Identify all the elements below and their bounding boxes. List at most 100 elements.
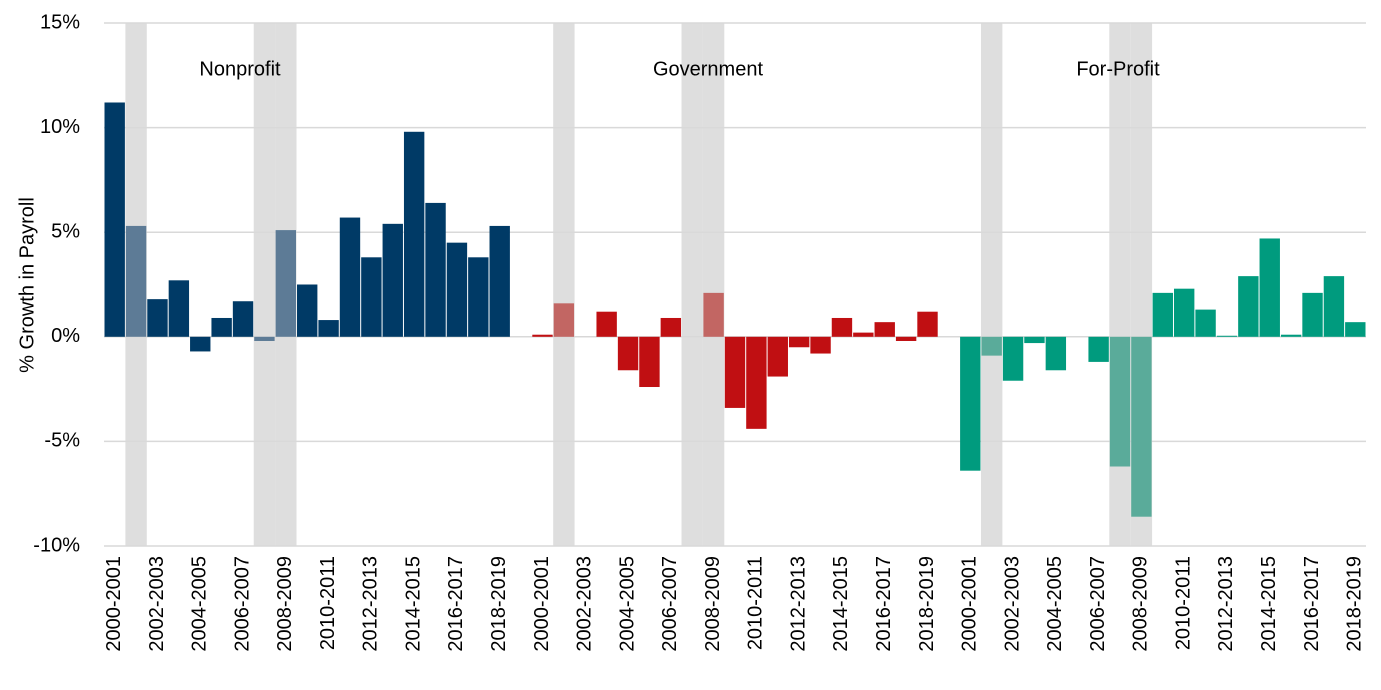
x-tick-label: 2014-2015 [1258, 556, 1280, 652]
y-tick-label: 0% [51, 325, 80, 347]
bar [810, 337, 830, 354]
x-tick-label: 2002-2003 [1001, 556, 1023, 652]
y-tick-label: -5% [44, 430, 80, 452]
bar [340, 218, 360, 337]
x-tick-label: 2000-2001 [959, 556, 981, 652]
bar [1281, 335, 1301, 337]
bar [1217, 336, 1237, 337]
bar [768, 337, 788, 377]
x-tick-label: 2018-2019 [1344, 556, 1366, 652]
bar [276, 230, 296, 337]
x-tick-label: 2010-2011 [317, 556, 339, 650]
recession-band [703, 23, 724, 546]
bar [1003, 337, 1023, 381]
bar [1302, 293, 1322, 337]
bar [147, 299, 167, 337]
bar [554, 303, 574, 336]
x-tick-label: 2004-2005 [1044, 556, 1066, 652]
bar [853, 333, 873, 337]
x-tick-label: 2004-2005 [189, 556, 211, 652]
bar [211, 318, 231, 337]
bar [383, 224, 403, 337]
bar [1153, 293, 1173, 337]
x-tick-label: 2008-2009 [1130, 556, 1152, 652]
bar [361, 257, 381, 336]
x-tick-label: 2008-2009 [702, 556, 724, 652]
x-tick-label: 2000-2001 [531, 556, 553, 652]
recession-band [682, 23, 703, 546]
recession-band [254, 23, 275, 546]
bar [318, 320, 338, 337]
x-tick-label: 2016-2017 [873, 556, 895, 652]
x-tick-label: 2018-2019 [488, 556, 510, 652]
x-tick-label: 2002-2003 [146, 556, 168, 652]
group-label: Government [653, 58, 763, 80]
x-tick-label: 2012-2013 [787, 556, 809, 652]
recession-band [981, 23, 1002, 546]
x-tick-label: 2014-2015 [402, 556, 424, 652]
bar [618, 337, 638, 370]
bar [404, 132, 424, 337]
x-tick-label: 2006-2007 [659, 556, 681, 652]
bar [661, 318, 681, 337]
bar [703, 293, 723, 337]
x-tick-label: 2018-2019 [916, 556, 938, 652]
bar [1195, 310, 1215, 337]
bar [1324, 276, 1344, 337]
x-tick-label: 2004-2005 [616, 556, 638, 652]
bar [960, 337, 980, 471]
y-tick-label: 5% [51, 220, 80, 242]
bar [789, 337, 809, 347]
bar [1238, 276, 1258, 337]
bar [532, 335, 552, 337]
bar [1110, 337, 1130, 467]
x-tick-label: 2014-2015 [830, 556, 852, 652]
group-label: For-Profit [1076, 58, 1160, 80]
x-tick-label: 2012-2013 [1215, 556, 1237, 652]
bar [297, 285, 317, 337]
bar [1046, 337, 1066, 370]
x-tick-label: 2006-2007 [231, 556, 253, 652]
x-tick-label: 2010-2011 [1172, 556, 1194, 650]
y-tick-label: 15% [40, 11, 80, 33]
bar [875, 322, 895, 337]
y-tick-label: -10% [33, 534, 80, 556]
bar [896, 337, 916, 341]
bar [725, 337, 745, 408]
x-tick-label: 2006-2007 [1087, 556, 1109, 652]
x-tick-label: 2008-2009 [274, 556, 296, 652]
x-tick-label: 2010-2011 [745, 556, 767, 650]
bar [1345, 322, 1365, 337]
bar [981, 337, 1001, 356]
bar [1260, 238, 1280, 336]
x-tick-label: 2016-2017 [1301, 556, 1323, 652]
recession-band [553, 23, 574, 546]
bar [425, 203, 445, 337]
bar [126, 226, 146, 337]
group-label: Nonprofit [199, 58, 281, 80]
bar [832, 318, 852, 337]
bar [1024, 337, 1044, 343]
bar [746, 337, 766, 429]
bar [233, 301, 253, 337]
bar [1088, 337, 1108, 362]
y-axis-label: % Growth in Payroll [16, 197, 38, 373]
bar [468, 257, 488, 336]
x-tick-label: 2016-2017 [445, 556, 467, 652]
x-tick-label: 2000-2001 [103, 556, 125, 652]
bar [190, 337, 210, 352]
bar [254, 337, 274, 341]
bar [596, 312, 616, 337]
bar [105, 102, 125, 336]
bar [1174, 289, 1194, 337]
x-tick-label: 2002-2003 [574, 556, 596, 652]
recession-band [1109, 23, 1130, 546]
bar [917, 312, 937, 337]
y-tick-label: 10% [40, 116, 80, 138]
bar [639, 337, 659, 387]
bar [490, 226, 510, 337]
bar [447, 243, 467, 337]
x-tick-label: 2012-2013 [360, 556, 382, 652]
bar [169, 280, 189, 336]
